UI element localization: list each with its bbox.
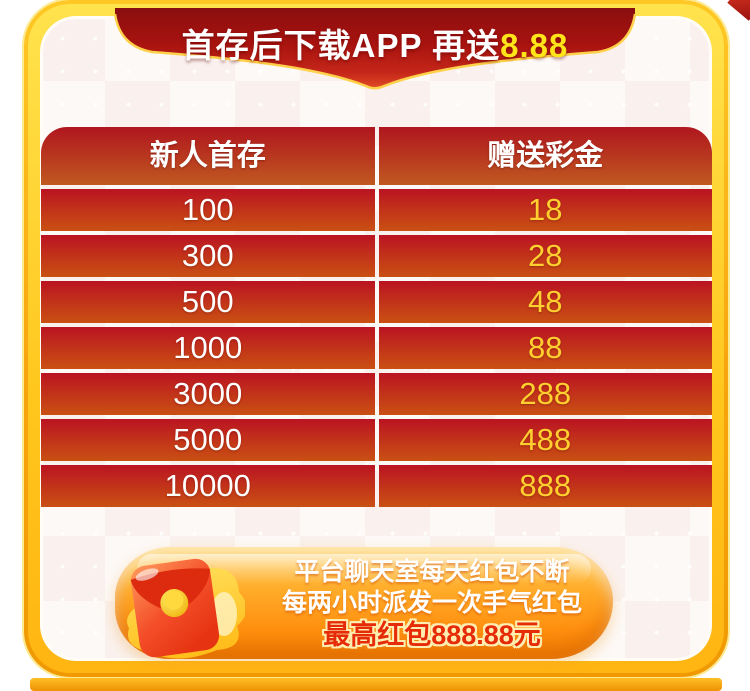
table-header-row: 新人首存 赠送彩金 — [41, 127, 712, 185]
table-row: 100 18 — [41, 189, 712, 231]
banner-bonus-amount: 8.88 — [500, 27, 569, 64]
header-first-deposit: 新人首存 — [41, 127, 375, 185]
deposit-amount: 3000 — [41, 373, 375, 415]
deposit-amount: 5000 — [41, 419, 375, 461]
bonus-amount: 18 — [378, 189, 712, 231]
table-row: 500 48 — [41, 281, 712, 323]
bonus-amount: 888 — [378, 465, 712, 507]
deposit-bonus-table: 新人首存 赠送彩金 100 18 300 28 500 48 1000 88 3… — [41, 127, 712, 507]
deposit-amount: 100 — [41, 189, 375, 231]
promo-line-2: 每两小时派发一次手气红包 — [281, 589, 582, 617]
promo-max-redpacket: 最高红包888.88元 — [323, 620, 541, 650]
deposit-amount: 1000 — [41, 327, 375, 369]
red-envelope-icon — [127, 558, 245, 659]
table-body: 100 18 300 28 500 48 1000 88 3000 288 50… — [41, 189, 712, 507]
bonus-amount: 28 — [378, 235, 712, 277]
bonus-amount: 488 — [378, 419, 712, 461]
ribbon-banner[interactable]: 首存后下载APP 再送8.88 — [0, 8, 750, 100]
deposit-amount: 300 — [41, 235, 375, 277]
banner-title: 首存后下载APP 再送8.88 — [0, 19, 750, 67]
bonus-amount: 288 — [378, 373, 712, 415]
deposit-amount: 10000 — [41, 465, 375, 507]
table-row: 3000 288 — [41, 373, 712, 415]
ribbon-shape-svg — [113, 8, 637, 90]
banner-text: 首存后下载APP 再送 — [181, 27, 501, 64]
header-bonus: 赠送彩金 — [378, 127, 712, 185]
table-row: 5000 488 — [41, 419, 712, 461]
promo-text-block: 平台聊天室每天红包不断 每两小时派发一次手气红包 最高红包888.88元 — [265, 557, 599, 652]
table-row: 10000 888 — [41, 465, 712, 507]
bonus-amount: 88 — [378, 327, 712, 369]
table-row: 1000 88 — [41, 327, 712, 369]
frame-base-bar — [30, 678, 722, 691]
table-row: 300 28 — [41, 235, 712, 277]
promo-line-1: 平台聊天室每天红包不断 — [294, 558, 570, 586]
bonus-amount: 48 — [378, 281, 712, 323]
deposit-amount: 500 — [41, 281, 375, 323]
